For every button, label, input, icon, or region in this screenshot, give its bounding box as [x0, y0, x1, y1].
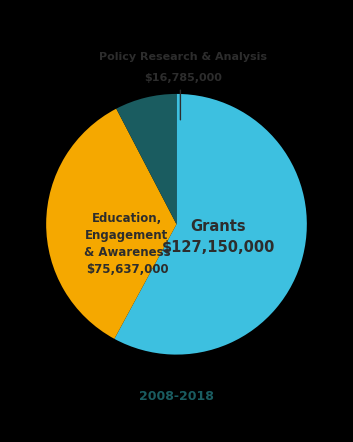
Text: Policy Research & Analysis: Policy Research & Analysis — [99, 53, 267, 62]
Text: 2008-2018: 2008-2018 — [139, 390, 214, 403]
Text: $16,785,000: $16,785,000 — [144, 73, 222, 83]
Wedge shape — [114, 94, 307, 354]
Text: Education,
Engagement
& Awareness
$75,637,000: Education, Engagement & Awareness $75,63… — [84, 212, 170, 276]
Text: Grants
$127,150,000: Grants $127,150,000 — [162, 219, 275, 255]
Wedge shape — [46, 109, 176, 339]
Wedge shape — [116, 94, 176, 224]
